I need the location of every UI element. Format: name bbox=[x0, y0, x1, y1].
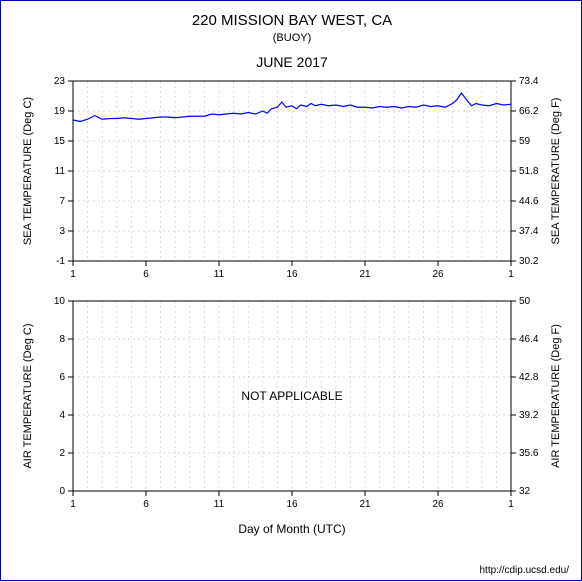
chart-frame: 220 MISSION BAY WEST, CA (BUOY) JUNE 2017 -… bbox=[0, 0, 582, 581]
svg-text:1: 1 bbox=[508, 269, 514, 280]
svg-text:26: 26 bbox=[432, 499, 444, 510]
svg-text:3: 3 bbox=[59, 226, 65, 237]
svg-text:16: 16 bbox=[286, 499, 298, 510]
svg-text:16: 16 bbox=[286, 269, 298, 280]
footer-url: http://cdip.ucsd.edu/ bbox=[479, 565, 569, 576]
svg-text:2: 2 bbox=[59, 448, 65, 459]
svg-text:AIR TEMPERATURE (Deg F): AIR TEMPERATURE (Deg F) bbox=[550, 324, 562, 468]
svg-text:8: 8 bbox=[59, 334, 65, 345]
svg-text:10: 10 bbox=[54, 296, 66, 307]
svg-text:37.4: 37.4 bbox=[519, 226, 539, 237]
svg-text:50: 50 bbox=[519, 296, 531, 307]
svg-text:11: 11 bbox=[214, 499, 225, 510]
svg-text:4: 4 bbox=[59, 410, 65, 421]
svg-text:6: 6 bbox=[143, 499, 149, 510]
svg-text:6: 6 bbox=[143, 269, 149, 280]
svg-text:19: 19 bbox=[54, 106, 66, 117]
svg-text:220 MISSION BAY WEST, CA: 220 MISSION BAY WEST, CA bbox=[192, 12, 392, 29]
svg-text:SEA TEMPERATURE (Deg F): SEA TEMPERATURE (Deg F) bbox=[550, 98, 562, 245]
svg-text:AIR TEMPERATURE (Deg C): AIR TEMPERATURE (Deg C) bbox=[22, 323, 34, 468]
svg-text:44.6: 44.6 bbox=[519, 196, 539, 207]
svg-text:59: 59 bbox=[519, 136, 531, 147]
svg-text:JUNE 2017: JUNE 2017 bbox=[256, 54, 328, 70]
svg-text:26: 26 bbox=[432, 269, 444, 280]
svg-text:30.2: 30.2 bbox=[519, 256, 539, 267]
svg-text:21: 21 bbox=[359, 499, 371, 510]
svg-text:1: 1 bbox=[70, 499, 76, 510]
svg-text:32: 32 bbox=[519, 486, 531, 497]
svg-text:11: 11 bbox=[214, 269, 225, 280]
svg-text:7: 7 bbox=[59, 196, 65, 207]
svg-text:NOT APPLICABLE: NOT APPLICABLE bbox=[241, 389, 342, 403]
svg-text:1: 1 bbox=[508, 499, 514, 510]
svg-text:73.4: 73.4 bbox=[519, 76, 539, 87]
svg-text:1: 1 bbox=[70, 269, 76, 280]
svg-text:39.2: 39.2 bbox=[519, 410, 539, 421]
svg-text:15: 15 bbox=[54, 136, 66, 147]
svg-text:11: 11 bbox=[55, 166, 66, 177]
chart-svg: 220 MISSION BAY WEST, CA (BUOY) JUNE 2017 -… bbox=[1, 1, 582, 582]
svg-text:46.4: 46.4 bbox=[519, 334, 539, 345]
svg-text:SEA TEMPERATURE (Deg C): SEA TEMPERATURE (Deg C) bbox=[22, 97, 34, 245]
svg-text:0: 0 bbox=[59, 486, 65, 497]
svg-text:(BUOY): (BUOY) bbox=[273, 32, 312, 44]
svg-text:66.2: 66.2 bbox=[519, 106, 539, 117]
svg-text:42.8: 42.8 bbox=[519, 372, 539, 383]
svg-text:21: 21 bbox=[359, 269, 371, 280]
svg-text:23: 23 bbox=[54, 76, 66, 87]
svg-text:6: 6 bbox=[59, 372, 65, 383]
svg-text:Day of Month (UTC): Day of Month (UTC) bbox=[238, 522, 345, 536]
svg-text:51.8: 51.8 bbox=[519, 166, 539, 177]
svg-text:-1: -1 bbox=[56, 256, 65, 267]
svg-text:35.6: 35.6 bbox=[519, 448, 539, 459]
